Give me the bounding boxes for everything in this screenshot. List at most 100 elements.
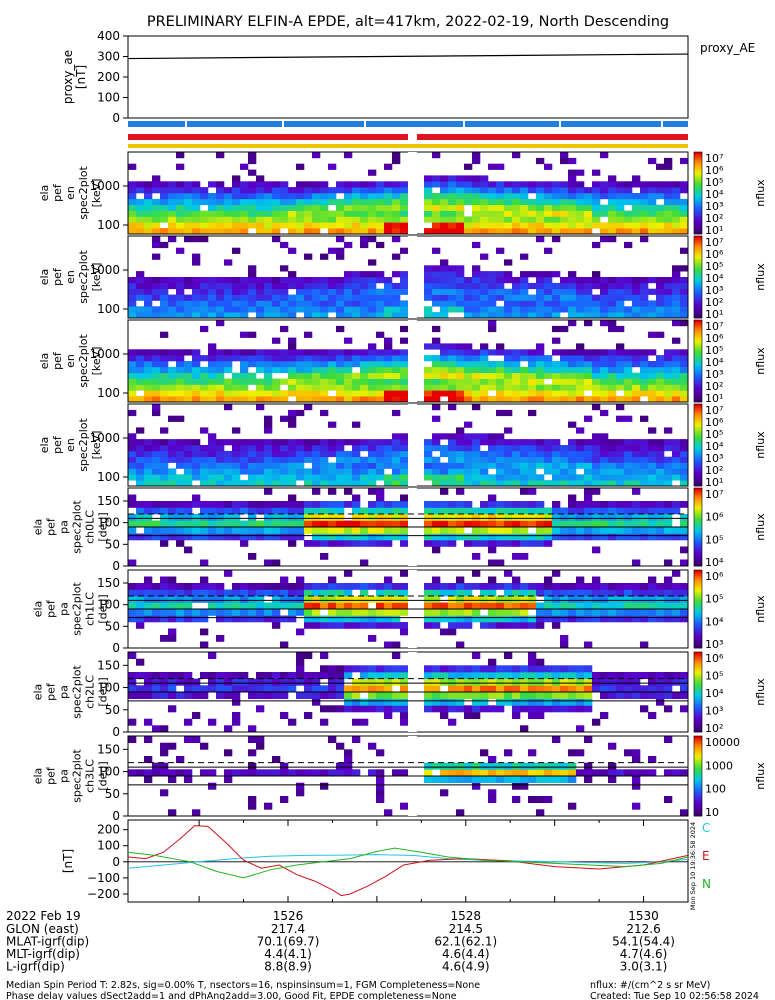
spectrogram-cell [568,474,577,481]
spectrogram-cell [424,507,433,515]
spectrogram-cell [504,187,513,194]
spectrogram-cell [232,501,241,508]
colorbar-segment [694,808,702,811]
spectrogram-cell [456,692,465,699]
spectrogram-cell [680,514,689,521]
spectrogram-cell [368,439,377,446]
spectrogram-cell [272,439,281,446]
spectrogram-cell [472,396,481,403]
spectrogram-cell [296,474,305,481]
spectrogram-cell [424,533,433,541]
spectrogram-cell [576,228,585,235]
spectrogram-cell [632,306,641,313]
colorbar-tick-label: 10⁶ [705,248,724,261]
spectrogram-cell [176,456,185,463]
spectrogram-cell [616,204,625,211]
spectrogram-cell [272,396,281,403]
spectrogram-cell [568,769,577,777]
spectrogram-cell [440,349,449,356]
colorbar-segment [694,738,702,741]
spectrogram-cell [568,698,577,706]
spectrogram-cell [128,277,137,284]
spectrogram-cell [592,187,601,194]
colorbar-tick-label: 10⁵ [705,533,723,546]
spectrogram-cell [376,789,385,797]
spectrogram-cell [320,288,329,295]
spectrogram-cell [304,456,313,463]
spectrogram-cell [200,474,209,481]
spectrogram-cell [520,533,529,541]
spectrogram-cell [488,520,497,528]
spectrogram-cell [296,384,305,391]
spectrogram-cell [272,355,281,362]
spectrogram-cell [440,175,449,182]
spectrogram-cell [464,349,473,356]
spectrogram-cell [368,181,377,188]
spectrogram-cell [240,198,249,206]
spectrogram-cell [400,507,409,515]
spectrogram-cell [568,366,577,374]
spectrogram-cell [656,396,665,403]
spectrogram-cell [632,776,641,783]
spectrogram-cell [480,589,489,597]
spectrogram-cell [488,789,497,797]
colorbar-segment [694,455,702,458]
spectrogram-cell [176,247,185,254]
spectrogram-cell [400,705,409,713]
spectrogram-cell [584,514,593,521]
spectrogram-cell [536,762,545,770]
spectrogram-cell [456,343,465,350]
spectrogram-cell [480,514,489,521]
spectrogram-cell [480,622,489,629]
spectrogram-cell [424,678,433,686]
spectrogram-cell [584,698,593,706]
spectrogram-cell [456,439,465,446]
spectrogram-cell [176,294,185,301]
spectrogram-cell [216,501,225,508]
spectrogram-cell [280,216,289,223]
spectrogram-cell [208,390,217,397]
spectrogram-cell [520,439,529,446]
colorbar-segment [694,525,702,528]
spectrogram-cell [128,583,137,590]
spectrogram-cell [208,306,217,313]
spectrogram-cell [512,583,521,590]
spectrogram-cell [336,480,345,487]
spectrogram-cell [280,596,289,603]
spectrogram-cell [576,615,585,623]
spectrogram-cell [168,294,177,301]
spectrogram-cell [456,468,465,475]
ytick-label: 100 [97,681,120,695]
spectrogram-cell [664,300,673,307]
spectrogram-cell [304,372,313,379]
spectrogram-cell [384,277,393,284]
spectrogram-cell [400,527,409,534]
spectrogram-cell [424,378,433,385]
spectrogram-cell [352,193,361,200]
spectrogram-cell [488,776,497,783]
spectrogram-cell [376,615,385,623]
spectrogram-cell [432,501,441,508]
spectrogram-cell [640,228,649,235]
spectrogram-cell [288,366,297,374]
spectrogram-cell [488,384,497,391]
spectrogram-cell [560,533,569,541]
spectrogram-cell [432,540,441,547]
spectrogram-cell [176,312,185,319]
spectrogram-cell [440,355,449,362]
colorbar-segment [694,611,702,614]
spectrogram-cell [528,306,537,313]
ytick-label: 50 [105,537,120,551]
spectrogram-cell [496,776,505,783]
ephemeris-value: 4.7(4.6) [620,947,668,961]
spectrogram-cell [256,439,265,446]
spectrogram-cell [216,294,225,301]
spectrogram-cell [296,672,305,679]
spectrogram-cell [280,474,289,481]
spectrogram-cell [240,372,249,379]
spectrogram-cell [496,228,505,235]
spectrogram-cell [672,450,681,458]
colorbar-segment [694,597,702,600]
spectrogram-cell [560,456,569,463]
spectrogram-cell [400,181,409,188]
